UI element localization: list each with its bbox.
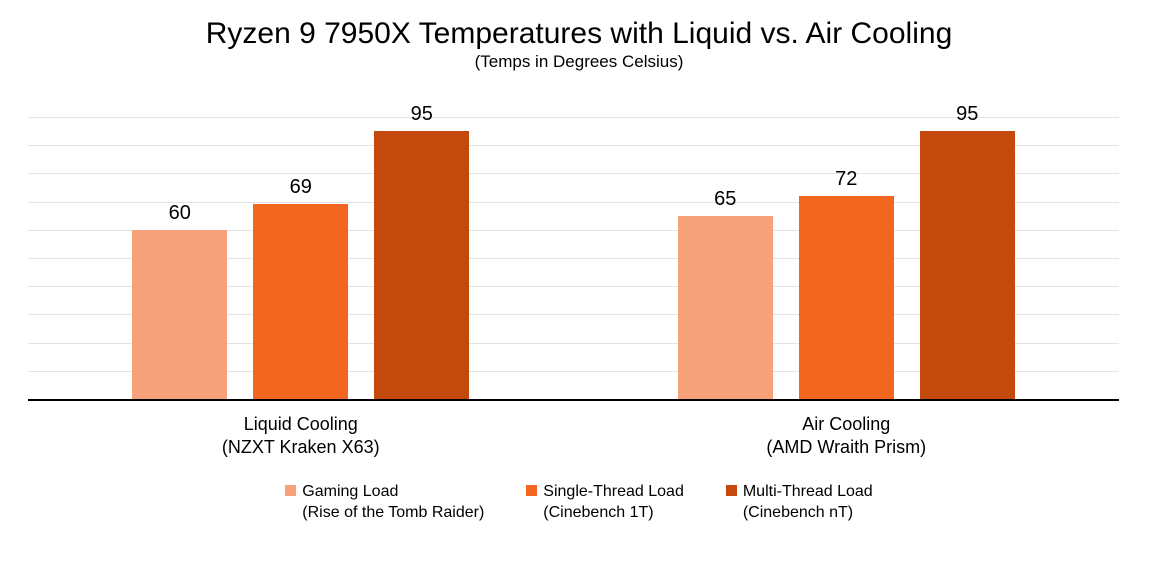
legend-label-line1: Multi-Thread Load (742, 483, 873, 500)
legend-item: Single-Thread Load (Cinebench 1T) (526, 481, 684, 523)
legend-label-line1: Single-Thread Load (543, 483, 684, 500)
plot-area: 60 69 95 65 72 95 (28, 103, 1119, 401)
legend-swatch (526, 485, 538, 496)
chart-subtitle: (Temps in Degrees Celsius) (474, 52, 684, 71)
x-axis-labels: Liquid Cooling (NZXT Kraken X63) Air Cooli… (28, 413, 1119, 459)
bar-group: 65 72 95 (677, 103, 1015, 399)
legend-label-line2: (Rise of the Tomb Raider) (302, 504, 485, 521)
legend-item: Gaming Load (Rise of the Tomb Raider) (285, 481, 484, 523)
bar-value-label: 95 (410, 103, 433, 126)
category-label: Air Cooling (AMD Wraith Prism) (678, 413, 1015, 459)
bar-column: 65 (677, 117, 773, 399)
bar-column: 60 (132, 117, 228, 399)
bar-value-label: 60 (168, 201, 191, 224)
bar (132, 229, 228, 399)
legend-label: Single-Thread Load (Cinebench 1T) (543, 481, 684, 523)
bar (677, 215, 773, 399)
category-label-line2: (NZXT Kraken X63) (221, 437, 380, 457)
chart-title: Ryzen 9 7950X Temperatures with Liquid v… (205, 17, 953, 50)
category-label: Liquid Cooling (NZXT Kraken X63) (132, 413, 469, 459)
legend-label-line1: Gaming Load (302, 483, 399, 500)
bar-chart: Ryzen 9 7950X Temperatures with Liquid v… (0, 16, 1158, 570)
legend-item: Multi-Thread Load (Cinebench nT) (725, 481, 873, 523)
bar (798, 195, 894, 399)
category-label-line1: Air Cooling (802, 414, 891, 434)
legend-swatch (285, 485, 297, 496)
category-label-line2: (AMD Wraith Prism) (766, 437, 927, 457)
bar-column: 72 (798, 117, 894, 399)
legend: Gaming Load (Rise of the Tomb Raider) Sing… (0, 481, 1158, 523)
bar-group: 60 69 95 (132, 103, 470, 399)
legend-label: Multi-Thread Load (Cinebench nT) (743, 481, 873, 523)
bar-value-label: 72 (835, 167, 858, 190)
category-label-line1: Liquid Cooling (243, 414, 358, 434)
legend-label-line2: (Cinebench nT) (742, 504, 854, 521)
legend-swatch (725, 485, 737, 496)
bar-column: 95 (919, 103, 1015, 399)
bar-value-label: 65 (714, 187, 737, 210)
bar-column: 95 (374, 103, 470, 399)
bar-value-label: 95 (956, 103, 979, 126)
bar (253, 204, 349, 399)
bar-column: 69 (253, 117, 349, 399)
legend-label: Gaming Load (Rise of the Tomb Raider) (302, 481, 484, 523)
bar (374, 131, 470, 399)
bar-groups: 60 69 95 65 72 95 (28, 103, 1119, 399)
bar-value-label: 69 (289, 176, 312, 199)
bar (919, 131, 1015, 399)
legend-label-line2: (Cinebench 1T) (543, 504, 654, 521)
